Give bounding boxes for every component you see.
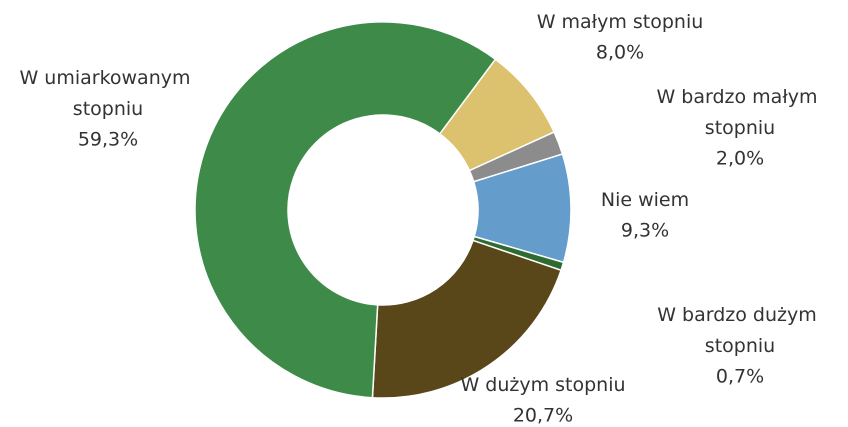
label-line: stopniu (705, 335, 775, 357)
slice-label: W bardzo dużym stopniu (657, 304, 823, 357)
value-label: 9,3% (621, 220, 669, 242)
label-line: W umiarkowanym (19, 67, 196, 89)
slice-label: W dużym stopniu (460, 374, 625, 396)
label-line: W bardzo dużym (657, 304, 823, 326)
slice-label: W bardzo małym stopniu (656, 86, 823, 139)
value-label: 59,3% (78, 129, 138, 151)
slice-label: W małym stopniu (537, 11, 704, 33)
slice-label: W umiarkowanym stopniu (19, 67, 196, 120)
label-line: W dużym stopniu (460, 374, 625, 396)
donut-slice (371, 239, 563, 399)
label-line: stopniu (705, 117, 775, 139)
label-line: W małym stopniu (537, 11, 704, 33)
label-line: Nie wiem (601, 189, 689, 211)
value-label: 0,7% (716, 366, 764, 388)
label-line: W bardzo małym (656, 86, 823, 108)
slice-label: Nie wiem (601, 189, 689, 211)
label-line: stopniu (73, 98, 143, 120)
value-label: 8,0% (596, 42, 644, 64)
donut-slice (194, 21, 497, 399)
value-label: 20,7% (513, 405, 573, 427)
value-label: 2,0% (716, 148, 764, 170)
